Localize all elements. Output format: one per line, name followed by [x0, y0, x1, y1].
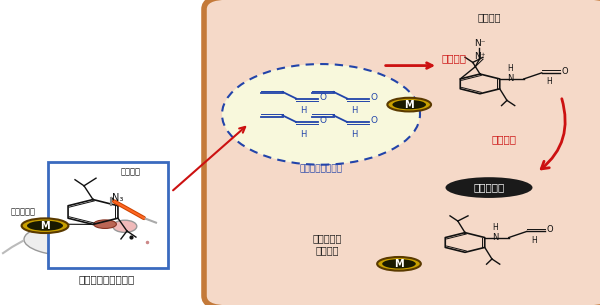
Text: がんで大量に生産: がんで大量に生産 — [299, 164, 343, 173]
Text: H: H — [547, 77, 553, 86]
Text: M: M — [40, 221, 50, 231]
Text: M: M — [394, 259, 404, 269]
Text: O: O — [562, 67, 568, 76]
Text: H: H — [300, 130, 307, 139]
FancyBboxPatch shape — [48, 162, 168, 268]
Text: ジアゾ基: ジアゾ基 — [477, 12, 501, 22]
Text: O: O — [370, 116, 377, 125]
Text: H: H — [508, 64, 514, 74]
Text: O: O — [370, 93, 377, 102]
Text: O: O — [319, 93, 326, 102]
Ellipse shape — [445, 177, 533, 198]
Text: N: N — [493, 233, 499, 242]
Text: H: H — [493, 223, 499, 232]
Text: O: O — [319, 116, 326, 125]
Text: N⁻: N⁻ — [474, 39, 485, 48]
Ellipse shape — [392, 100, 426, 109]
Ellipse shape — [388, 98, 431, 111]
Ellipse shape — [22, 218, 68, 233]
Ellipse shape — [377, 257, 421, 271]
FancyBboxPatch shape — [204, 0, 600, 305]
Text: 化学反応: 化学反応 — [441, 53, 466, 63]
Ellipse shape — [27, 221, 63, 231]
Text: N: N — [508, 74, 514, 84]
Text: がん細胞に: がん細胞に — [313, 233, 341, 243]
Ellipse shape — [94, 220, 116, 228]
Ellipse shape — [24, 223, 126, 256]
Text: タンパク質: タンパク質 — [473, 183, 505, 192]
FancyArrowPatch shape — [541, 99, 565, 169]
Text: N₃: N₃ — [112, 193, 124, 203]
Text: O: O — [547, 225, 553, 235]
Text: N⁺: N⁺ — [474, 52, 485, 61]
Text: H: H — [351, 106, 358, 115]
Text: H: H — [300, 106, 307, 115]
Circle shape — [113, 220, 137, 232]
Text: M: M — [404, 100, 414, 109]
Text: H: H — [532, 236, 538, 245]
Circle shape — [98, 227, 148, 252]
Circle shape — [222, 64, 420, 165]
Text: がんへの分子接着剤: がんへの分子接着剤 — [79, 274, 135, 284]
Text: H: H — [351, 130, 358, 139]
Text: 放射性核種: 放射性核種 — [11, 207, 36, 217]
Ellipse shape — [382, 259, 416, 268]
Text: 化学反応: 化学反応 — [492, 134, 517, 144]
Text: アジド基: アジド基 — [121, 168, 141, 177]
Text: 貼り付け: 貼り付け — [315, 245, 339, 255]
